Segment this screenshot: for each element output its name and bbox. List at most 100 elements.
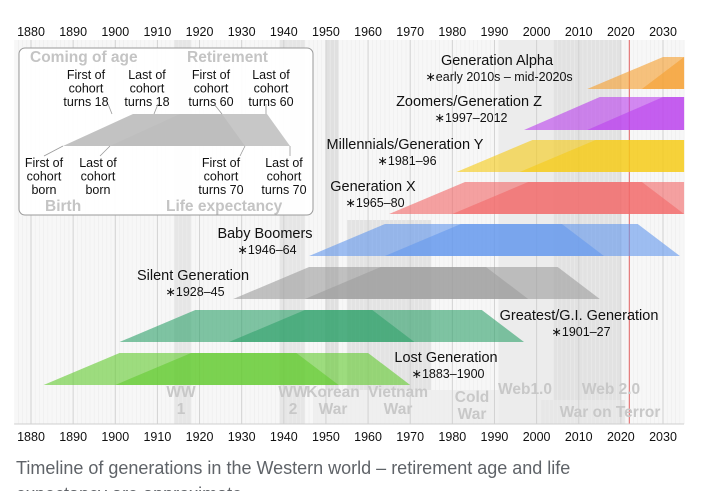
- legend-last-cohort-born-0: Last of: [79, 156, 117, 170]
- silent-last-cohort-band: [304, 267, 600, 299]
- lost-years: ∗1883–1900: [411, 367, 484, 381]
- tick-bottom-2010: 2010: [565, 430, 593, 444]
- legend-last-cohort-18-1: cohort: [130, 82, 165, 96]
- millennials-last-cohort-band: [519, 140, 685, 172]
- legend-pointer: [99, 145, 111, 157]
- tick-bottom-1990: 1990: [481, 430, 509, 444]
- greatest-name: Greatest/G.I. Generation: [500, 308, 659, 324]
- tick-bottom-1910: 1910: [143, 430, 171, 444]
- ww1-label-line2: 1: [177, 401, 186, 418]
- silent-name: Silent Generation: [137, 268, 249, 284]
- ww2-label-line2: 2: [289, 401, 298, 418]
- genx-name: Generation X: [330, 179, 416, 195]
- tick-bottom-1980: 1980: [438, 430, 466, 444]
- legend-first-cohort-18-1: cohort: [69, 82, 104, 96]
- legend-pointer: [153, 103, 159, 115]
- tick-bottom-1880: 1880: [17, 430, 45, 444]
- legend-first-cohort-70-2: turns 70: [198, 183, 243, 197]
- tick-bottom-1920: 1920: [186, 430, 214, 444]
- legend-life-expectancy: Life expectancy: [166, 198, 283, 215]
- legend-retirement: Retirement: [187, 49, 268, 66]
- legend-first-cohort-60-2: turns 60: [188, 95, 233, 109]
- lost-last-cohort-band: [115, 353, 411, 385]
- legend-last-cohort-band: [110, 114, 290, 146]
- legend-last-cohort-70-0: Last of: [265, 156, 303, 170]
- legend-last-cohort-60-0: Last of: [252, 68, 290, 82]
- genz-years: ∗1997–2012: [434, 111, 507, 125]
- tick-bottom-1950: 1950: [312, 430, 340, 444]
- legend-coming-of-age: Coming of age: [30, 49, 138, 66]
- legend-birth: Birth: [45, 198, 81, 215]
- legend-first-cohort-60-1: cohort: [194, 82, 229, 96]
- tick-top-2000: 2000: [523, 25, 551, 39]
- boomers-name: Baby Boomers: [217, 226, 312, 242]
- generation-bands: [43, 57, 685, 385]
- legend-pointer: [213, 103, 223, 115]
- legend-pointer: [107, 103, 113, 115]
- legend-last-cohort-born-1: cohort: [81, 170, 116, 184]
- lost-name: Lost Generation: [394, 350, 497, 366]
- genz-last-cohort-band: [587, 97, 685, 130]
- vietnam-war-label-line2: War: [384, 401, 413, 418]
- vietnam-war-label: Vietnam: [368, 384, 428, 401]
- greatest-last-cohort-band: [229, 310, 524, 342]
- millennials-name: Millennials/Generation Y: [327, 137, 484, 153]
- legend-pointer: [43, 145, 64, 157]
- boomers-last-cohort-band: [384, 224, 680, 256]
- millennials-years: ∗1981–96: [377, 154, 436, 168]
- tick-bottom-2020: 2020: [607, 430, 635, 444]
- tick-bottom-1960: 1960: [354, 430, 382, 444]
- legend-first-cohort-born-0: First of: [25, 156, 64, 170]
- alpha-years: ∗early 2010s – mid-2020s: [425, 70, 572, 84]
- war-on-terror-label: War on Terror: [560, 404, 661, 421]
- tick-bottom-2000: 2000: [523, 430, 551, 444]
- legend-first-cohort-18-2: turns 18: [63, 95, 108, 109]
- tick-bottom-2030: 2030: [649, 430, 677, 444]
- alpha-name: Generation Alpha: [441, 53, 554, 69]
- legend-first-cohort-born-2: born: [31, 183, 56, 197]
- legend-last-cohort-18-0: Last of: [128, 68, 166, 82]
- legend-last-cohort-70-1: cohort: [267, 170, 302, 184]
- legend-last-cohort-60-1: cohort: [254, 82, 289, 96]
- ww2-label: WW: [278, 384, 308, 401]
- tick-top-1950: 1950: [312, 25, 340, 39]
- tick-bottom-1940: 1940: [270, 430, 298, 444]
- legend-first-cohort-60-0: First of: [192, 68, 231, 82]
- tick-top-1970: 1970: [396, 25, 424, 39]
- tick-bottom-1890: 1890: [59, 430, 87, 444]
- tick-bottom-1970: 1970: [396, 430, 424, 444]
- tick-top-2020: 2020: [607, 25, 635, 39]
- tick-top-1920: 1920: [186, 25, 214, 39]
- genx-years: ∗1965–80: [345, 196, 404, 210]
- legend-last-cohort-60-2: turns 60: [248, 95, 293, 109]
- korean-war-label-line2: War: [319, 401, 348, 418]
- tick-top-1940: 1940: [270, 25, 298, 39]
- legend-first-cohort-18-0: First of: [67, 68, 106, 82]
- genz-name: Zoomers/Generation Z: [396, 94, 542, 110]
- legend-box: Coming of age Retirement Birth Life expecta…: [18, 47, 314, 216]
- tick-top-1990: 1990: [481, 25, 509, 39]
- legend-last-cohort-born-2: born: [85, 183, 110, 197]
- tick-top-1960: 1960: [354, 25, 382, 39]
- legend-pointer: [239, 145, 246, 157]
- tick-bottom-1900: 1900: [101, 430, 129, 444]
- greatest-years: ∗1901–27: [551, 325, 610, 339]
- year-axis: 1880 1880 1890 1890 1900 1900 1910 1910 1920 1920…: [14, 25, 685, 444]
- boomers-years: ∗1946–64: [237, 243, 296, 257]
- genx-last-cohort-band: [452, 182, 685, 214]
- web1-label: Web1.0: [498, 381, 552, 398]
- korean-war-label: Korean: [306, 384, 359, 401]
- tick-top-1900: 1900: [101, 25, 129, 39]
- tick-top-1910: 1910: [143, 25, 171, 39]
- tick-top-2010: 2010: [565, 25, 593, 39]
- silent-years: ∗1928–45: [165, 285, 224, 299]
- legend-first-cohort-born-1: cohort: [27, 170, 62, 184]
- alpha-last-cohort-band: [641, 57, 685, 89]
- tick-top-2030: 2030: [649, 25, 677, 39]
- figure-caption: Timeline of generations in the Western w…: [16, 458, 571, 478]
- figure-caption-line2: expectancy are approximate: [16, 483, 696, 491]
- generations-timeline: Lost Generation∗1883–1900 Greatest/G.I. G…: [14, 25, 685, 444]
- legend-first-cohort-70-0: First of: [202, 156, 241, 170]
- tick-top-1890: 1890: [59, 25, 87, 39]
